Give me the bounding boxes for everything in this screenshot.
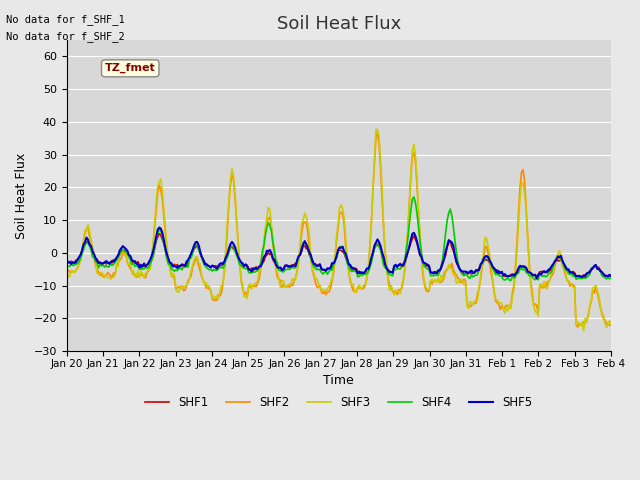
Legend: SHF1, SHF2, SHF3, SHF4, SHF5: SHF1, SHF2, SHF3, SHF4, SHF5 <box>141 391 537 414</box>
SHF4 <box>243 265 251 271</box>
SHF3 <box>243 296 251 301</box>
SHF5 <box>245 266 253 272</box>
SHF4 <box>225 249 233 255</box>
SHF3 <box>130 268 138 274</box>
SHF5 <box>130 258 138 264</box>
Text: No data for f_SHF_1: No data for f_SHF_1 <box>6 14 125 25</box>
SHF1 <box>130 260 138 266</box>
SHF1 <box>579 274 586 279</box>
SHF3 <box>607 320 615 325</box>
SHF1 <box>227 245 234 251</box>
Line: SHF5: SHF5 <box>67 228 611 278</box>
SHF3 <box>374 126 381 132</box>
Text: No data for f_SHF_2: No data for f_SHF_2 <box>6 31 125 42</box>
SHF4 <box>410 194 418 200</box>
SHF3 <box>580 328 588 334</box>
X-axis label: Time: Time <box>323 374 354 387</box>
SHF1 <box>63 259 70 265</box>
SHF1 <box>156 231 163 237</box>
SHF5 <box>607 273 615 279</box>
SHF4 <box>252 268 260 274</box>
SHF4 <box>130 260 138 266</box>
SHF2 <box>225 200 233 205</box>
SHF3 <box>252 280 260 286</box>
SHF4 <box>63 264 70 269</box>
SHF1 <box>254 266 262 272</box>
SHF2 <box>573 324 581 330</box>
SHF5 <box>580 273 588 278</box>
SHF2 <box>243 293 251 299</box>
SHF1 <box>607 274 615 279</box>
SHF2 <box>580 319 588 324</box>
SHF5 <box>303 241 310 247</box>
Line: SHF4: SHF4 <box>67 197 611 280</box>
SHF3 <box>63 269 70 275</box>
SHF4 <box>580 275 588 280</box>
SHF1 <box>245 265 253 271</box>
SHF2 <box>374 130 381 135</box>
SHF2 <box>301 219 308 225</box>
SHF4 <box>301 241 308 247</box>
SHF5 <box>254 265 262 271</box>
Y-axis label: Soil Heat Flux: Soil Heat Flux <box>15 153 28 239</box>
SHF3 <box>225 197 233 203</box>
Title: Soil Heat Flux: Soil Heat Flux <box>276 15 401 33</box>
SHF2 <box>63 269 70 275</box>
SHF5 <box>533 276 541 281</box>
SHF2 <box>130 272 138 277</box>
SHF5 <box>227 241 234 247</box>
Line: SHF1: SHF1 <box>67 234 611 276</box>
SHF3 <box>301 210 308 216</box>
SHF2 <box>607 322 615 328</box>
SHF4 <box>607 276 615 281</box>
SHF5 <box>63 259 70 265</box>
SHF1 <box>303 246 310 252</box>
SHF4 <box>507 277 515 283</box>
Line: SHF3: SHF3 <box>67 129 611 331</box>
Line: SHF2: SHF2 <box>67 132 611 327</box>
SHF3 <box>579 319 586 325</box>
Text: TZ_fmet: TZ_fmet <box>105 63 156 73</box>
SHF5 <box>156 225 163 230</box>
SHF2 <box>252 283 260 289</box>
